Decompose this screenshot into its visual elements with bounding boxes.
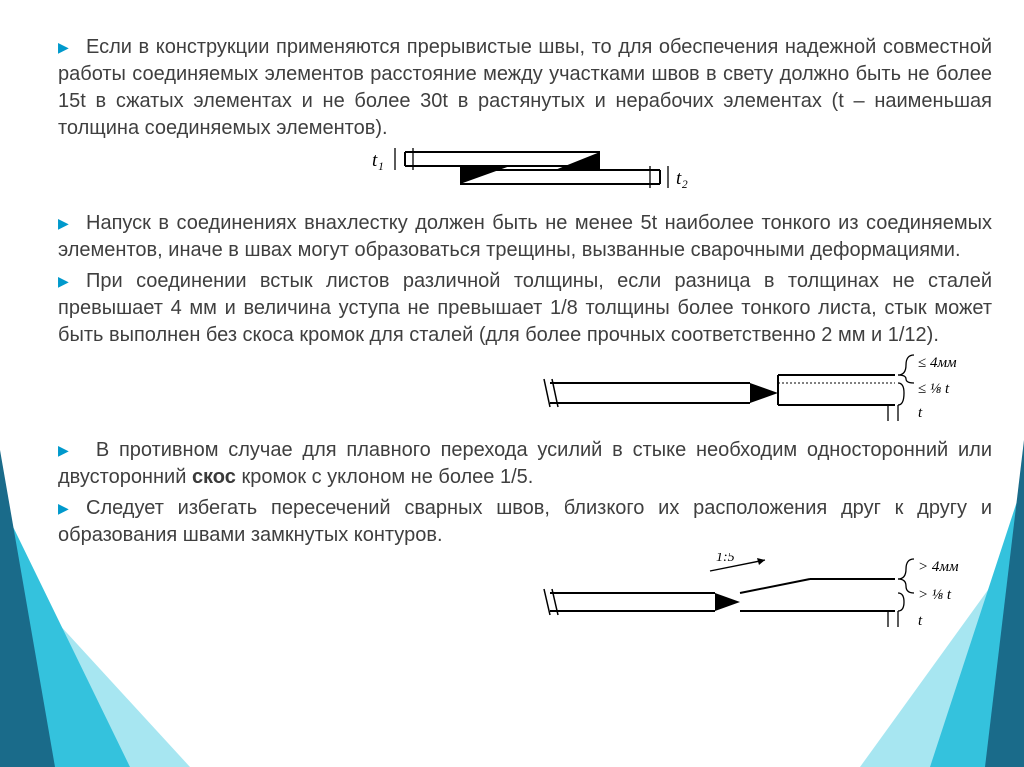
diagram-lap-joint: t₁ t₂ <box>350 146 700 196</box>
label-t: t <box>918 405 923 421</box>
label-gt-1-8-t: > ⅛ t <box>918 587 952 603</box>
diagram-butt-no-bevel: ≤ 4мм ≤ ⅛ t t <box>540 353 980 425</box>
bullet-paragraph: Следует избегать пересечений сварных шво… <box>58 495 992 549</box>
bullet-paragraph: В противном случае для плавного перехода… <box>58 437 992 491</box>
diagram-butt-bevel: 1:5 > 4мм > ⅛ t t <box>540 553 980 633</box>
bullet-paragraph: Напуск в соединениях внахлестку должен б… <box>58 210 992 264</box>
label-t2: t₂ <box>676 168 688 189</box>
bullet-paragraph: Если в конструкции применяются прерывист… <box>58 34 992 142</box>
label-le-4mm: ≤ 4мм <box>918 355 957 371</box>
label-slope: 1:5 <box>716 553 735 565</box>
slide-content: Если в конструкции применяются прерывист… <box>0 0 1024 677</box>
bullet-paragraph: При соединении встык листов различной то… <box>58 268 992 349</box>
label-t1: t₁ <box>372 150 384 171</box>
label-gt-4mm: > 4мм <box>918 559 959 575</box>
label-t: t <box>918 613 923 629</box>
label-le-1-8-t: ≤ ⅛ t <box>918 381 950 397</box>
